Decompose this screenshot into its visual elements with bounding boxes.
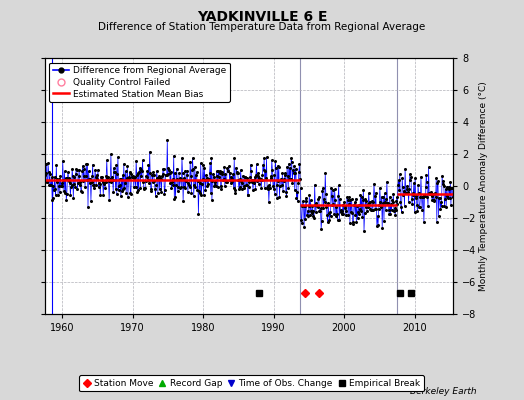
Legend: Difference from Regional Average, Quality Control Failed, Estimated Station Mean: Difference from Regional Average, Qualit… (49, 62, 230, 102)
Text: YADKINVILLE 6 E: YADKINVILLE 6 E (196, 10, 328, 24)
Legend: Station Move, Record Gap, Time of Obs. Change, Empirical Break: Station Move, Record Gap, Time of Obs. C… (79, 375, 424, 392)
Y-axis label: Monthly Temperature Anomaly Difference (°C): Monthly Temperature Anomaly Difference (… (479, 81, 488, 291)
Text: Berkeley Earth: Berkeley Earth (410, 387, 477, 396)
Text: Difference of Station Temperature Data from Regional Average: Difference of Station Temperature Data f… (99, 22, 425, 32)
